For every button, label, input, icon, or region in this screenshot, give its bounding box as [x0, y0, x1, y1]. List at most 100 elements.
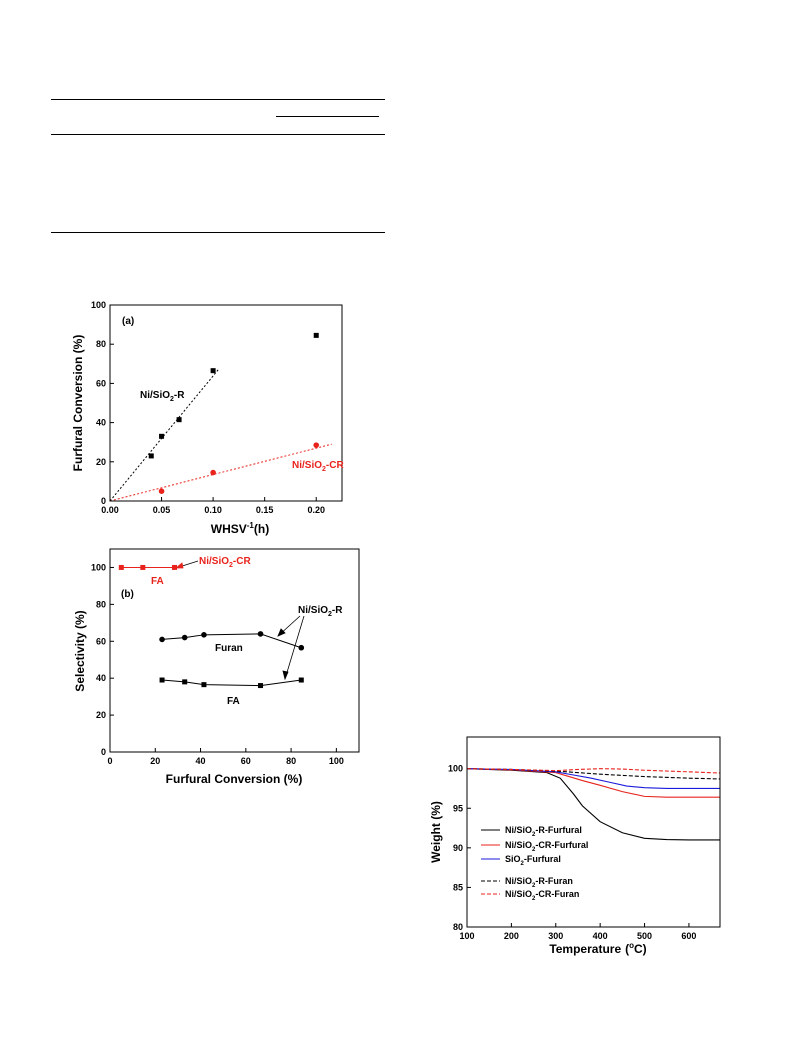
- y-tick-label: 60: [96, 636, 106, 646]
- data-point-series-1: [182, 679, 188, 685]
- x-axis-label-main: WHSV: [211, 522, 247, 536]
- data-point-series-0: [313, 332, 319, 338]
- data-point-series-0: [257, 631, 264, 637]
- y-tick-label: 100: [91, 300, 106, 310]
- x-axis-label: Furfural Conversion (%): [166, 772, 303, 786]
- data-point-series-1: [313, 442, 320, 448]
- data-point-series-1: [159, 677, 165, 683]
- series-label-ni-cr: Ni/SiO2-CR: [292, 460, 344, 473]
- y-tick-label: 40: [96, 418, 106, 428]
- annotation-ni-r-tail: -R: [332, 605, 343, 616]
- y-tick-label: 40: [96, 673, 106, 683]
- legend-label-main: SiO: [505, 854, 521, 864]
- annotation-fa-red: FA: [151, 576, 164, 587]
- legend-label-tail: -R-Furan: [535, 876, 573, 886]
- x-tick-label: 60: [241, 756, 251, 766]
- data-point-series-2: [140, 564, 146, 570]
- series-label-ni-cr-main: Ni/SiO: [292, 460, 322, 471]
- legend-label-tail: -Furfural: [524, 854, 561, 864]
- y-tick-label: 100: [91, 562, 106, 572]
- y-tick-label: 80: [453, 922, 463, 932]
- x-axis-label: WHSV-1(h): [211, 521, 269, 536]
- legend-label-tail: -CR-Furfural: [535, 840, 588, 850]
- legend-label-tail: -R-Furfural: [535, 825, 582, 835]
- table-bottom-rule: [51, 232, 385, 233]
- data-point-series-1: [258, 683, 264, 689]
- legend-label-main: Ni/SiO: [505, 840, 532, 850]
- y-axis-label: Selectivity (%): [73, 610, 87, 691]
- x-axis-label: Temperature (oC): [549, 941, 646, 956]
- y-tick-label: 85: [453, 882, 463, 892]
- legend-label-2: SiO2-Furfural: [505, 854, 561, 867]
- data-point-series-0: [201, 632, 207, 638]
- legend-label-sub: 2: [532, 896, 536, 902]
- series-label-ni-cr-tail: -CR: [326, 460, 345, 471]
- y-axis-label: Weight (%): [429, 801, 443, 863]
- data-point-series-2: [172, 564, 178, 570]
- series-label-ni-cr-sub: 2: [322, 466, 326, 473]
- data-point-series-0: [176, 417, 182, 423]
- x-axis-label-sup: o: [629, 941, 634, 950]
- data-point-series-0: [298, 644, 305, 651]
- data-point-series-1: [158, 488, 165, 495]
- series-line-1: [466, 768, 720, 798]
- data-point-series-0: [181, 634, 188, 641]
- series-line-2: [466, 768, 720, 790]
- annotation-furan: Furan: [215, 643, 243, 654]
- annotation-ni-cr-sub: 2: [229, 562, 233, 569]
- legend-label-sub: 2: [532, 883, 536, 889]
- y-tick-label: 95: [453, 803, 463, 813]
- legend: Ni/SiO2-R-FurfuralNi/SiO2-CR-FurfuralSiO…: [481, 825, 588, 902]
- data-point-series-1: [298, 677, 304, 683]
- data-point-series-1: [201, 682, 207, 688]
- x-tick-label: 20: [150, 756, 160, 766]
- trend-line-series-0: [109, 369, 219, 502]
- y-tick-label: 0: [101, 496, 106, 506]
- annotation-fa-black: FA: [227, 696, 240, 707]
- arrow-furan-head: [277, 628, 286, 637]
- table-group-rule: [276, 116, 379, 117]
- legend-label-sub: 2: [521, 861, 525, 867]
- y-tick-label: 0: [101, 747, 106, 757]
- table-header-rule: [51, 134, 385, 135]
- plot-frame: [466, 736, 721, 928]
- legend-label-0: Ni/SiO2-R-Furfural: [505, 825, 582, 838]
- y-tick-label: 80: [96, 599, 106, 609]
- series-label-ni-r-tail: -R: [174, 390, 185, 401]
- arrow-ni-cr-head: [174, 562, 184, 569]
- plot-frame: [109, 304, 343, 502]
- legend-label-4: Ni/SiO2-CR-Furan: [505, 889, 579, 902]
- data-point-series-0: [159, 433, 165, 439]
- legend-label-sub: 2: [532, 847, 536, 853]
- annotation-ni-cr-tail: -CR: [233, 556, 252, 567]
- series-label-ni-r-main: Ni/SiO: [140, 390, 170, 401]
- annotation-ni-cr: Ni/SiO2-CR: [199, 556, 251, 569]
- data-point-series-1: [210, 469, 216, 476]
- data-point-series-0: [159, 636, 165, 643]
- y-tick-label: 20: [96, 457, 106, 467]
- series-line-4: [466, 768, 721, 774]
- y-tick-label: 60: [96, 378, 106, 388]
- legend-label-sub: 2: [532, 832, 536, 838]
- x-tick-label: 0: [107, 756, 112, 766]
- x-tick-label: 200: [504, 931, 519, 941]
- x-axis-label-close: C): [634, 942, 647, 956]
- x-axis-label-open: (: [625, 942, 629, 956]
- x-tick-label: 40: [196, 756, 206, 766]
- annotation-arrows: [174, 560, 305, 681]
- data-point-series-0: [148, 453, 154, 459]
- x-tick-label: 600: [681, 931, 696, 941]
- arrow-fa: [284, 615, 305, 680]
- annotation-ni-r-sub: 2: [328, 611, 332, 618]
- y-tick-label: 20: [96, 710, 106, 720]
- x-axis-label-sup: -1: [247, 521, 255, 530]
- legend-label-main: Ni/SiO: [505, 889, 532, 899]
- x-tick-label: 0.00: [101, 505, 119, 515]
- legend-label-main: Ni/SiO: [505, 876, 532, 886]
- x-axis-label-unit: (h): [254, 522, 269, 536]
- y-tick-label: 100: [448, 764, 463, 774]
- annotation-ni-cr-main: Ni/SiO: [199, 556, 229, 567]
- legend-label-main: Ni/SiO: [505, 825, 532, 835]
- plot-frame: [109, 548, 360, 753]
